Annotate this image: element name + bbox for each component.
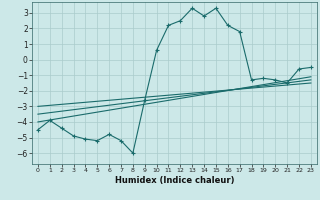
X-axis label: Humidex (Indice chaleur): Humidex (Indice chaleur) — [115, 176, 234, 185]
